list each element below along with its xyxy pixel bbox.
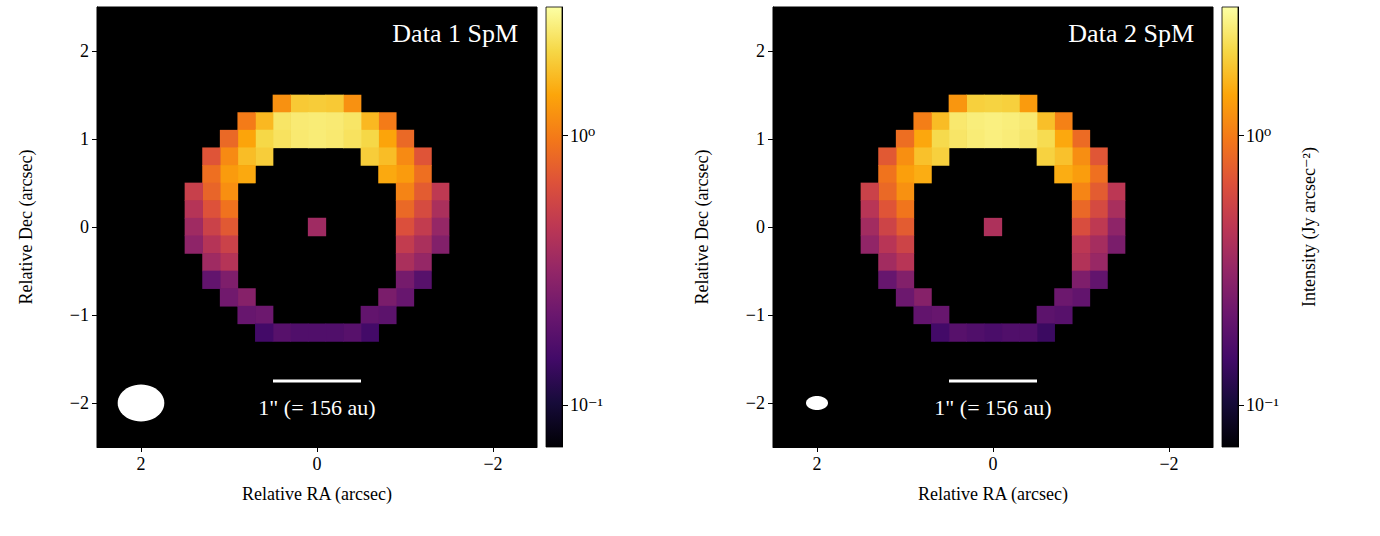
svg-text:Intensity (Jy arcsec⁻²): Intensity (Jy arcsec⁻²) [1299,147,1320,307]
svg-text:Relative Dec (arcsec): Relative Dec (arcsec) [16,150,37,305]
svg-text:2: 2 [813,454,822,474]
svg-text:Relative RA (arcsec): Relative RA (arcsec) [918,484,1068,505]
svg-text:0: 0 [989,454,998,474]
svg-text:1" (= 156 au): 1" (= 156 au) [258,395,375,420]
svg-text:2: 2 [80,41,89,61]
svg-text:2: 2 [137,454,146,474]
svg-text:−1: −1 [70,305,89,325]
svg-text:−2: −2 [746,393,765,413]
svg-text:−2: −2 [1159,454,1178,474]
svg-text:Data 1 SpM: Data 1 SpM [392,19,518,48]
svg-text:−1: −1 [746,305,765,325]
svg-text:0: 0 [313,454,322,474]
svg-text:0: 0 [80,217,89,237]
svg-text:10⁻¹: 10⁻¹ [570,395,603,415]
svg-text:1" (= 156 au): 1" (= 156 au) [934,395,1051,420]
svg-text:0: 0 [756,217,765,237]
svg-text:Relative RA (arcsec): Relative RA (arcsec) [242,484,392,505]
svg-text:10⁰: 10⁰ [570,126,595,146]
svg-text:10⁻¹: 10⁻¹ [1246,395,1279,415]
svg-text:1: 1 [80,129,89,149]
svg-text:−2: −2 [483,454,502,474]
svg-text:2: 2 [756,41,765,61]
svg-text:10⁰: 10⁰ [1246,126,1271,146]
svg-text:Data 2 SpM: Data 2 SpM [1068,19,1194,48]
svg-text:1: 1 [756,129,765,149]
svg-text:Relative Dec (arcsec): Relative Dec (arcsec) [692,150,713,305]
svg-text:−2: −2 [70,393,89,413]
